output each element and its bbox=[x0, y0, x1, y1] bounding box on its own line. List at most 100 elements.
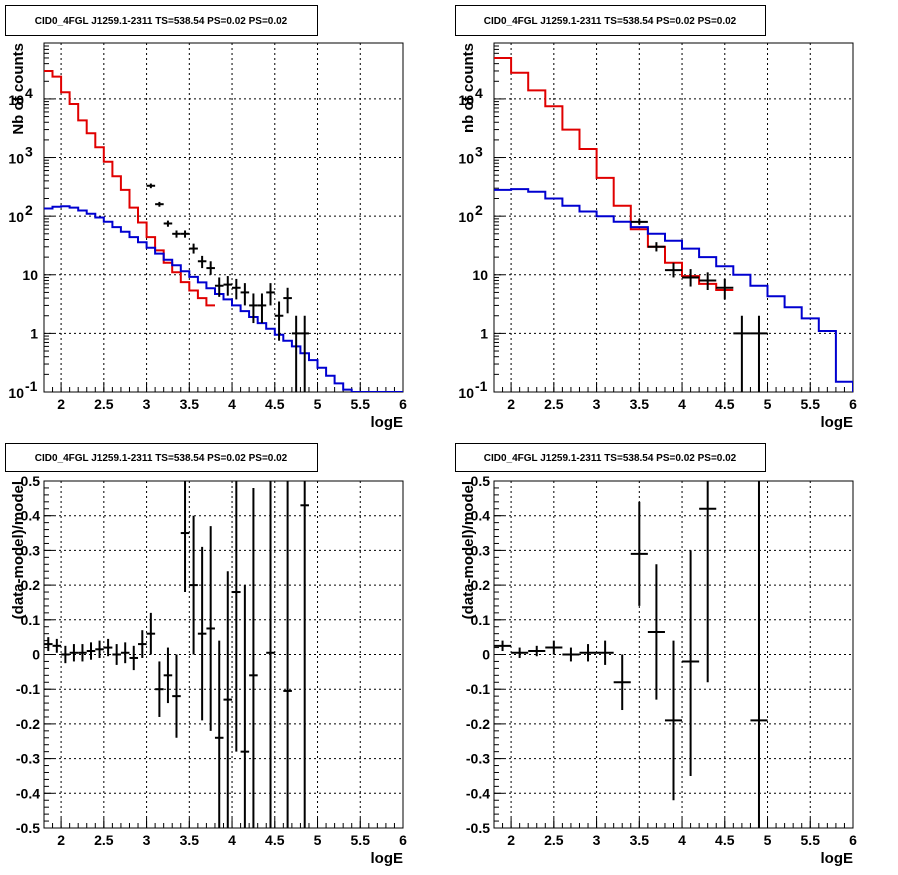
data-point bbox=[180, 481, 190, 593]
data-point bbox=[291, 315, 301, 392]
y-tick-label: 10 bbox=[458, 151, 474, 167]
y-tick-exponent: 4 bbox=[25, 85, 33, 101]
data-point bbox=[699, 481, 717, 683]
x-tick-label: 6 bbox=[849, 832, 857, 848]
y-tick-label: 0.1 bbox=[471, 612, 491, 628]
data-point bbox=[214, 640, 224, 828]
plot-frame bbox=[493, 42, 854, 393]
data-point bbox=[257, 293, 267, 324]
plot-frame bbox=[43, 480, 404, 829]
data-point bbox=[664, 262, 683, 278]
data-point bbox=[579, 644, 597, 662]
x-tick-label: 3 bbox=[143, 832, 151, 848]
y-tick-label: -0.1 bbox=[466, 681, 490, 697]
x-axis-title: logE bbox=[821, 850, 854, 867]
y-tick-label: 0.1 bbox=[21, 612, 41, 628]
data-point bbox=[682, 269, 700, 287]
x-tick-label: 4 bbox=[678, 832, 686, 848]
x-tick-label: 5.5 bbox=[351, 832, 371, 848]
y-tick-label: 0 bbox=[32, 647, 40, 663]
x-tick-label: 4 bbox=[228, 396, 236, 412]
y-tick-label: 0.4 bbox=[21, 508, 41, 524]
y-tick-label: 10 bbox=[8, 151, 24, 167]
plot-data bbox=[494, 481, 768, 828]
data-point bbox=[78, 644, 87, 662]
x-tick-label: 4.5 bbox=[265, 832, 285, 848]
data-point bbox=[112, 644, 121, 665]
data-point bbox=[223, 571, 233, 828]
chart-top-right: CID0_4FGL J1259.1-2311 TS=538.54 PS=0.02… bbox=[455, 5, 857, 431]
y-tick-exponent: -1 bbox=[475, 378, 488, 394]
x-tick-label: 2 bbox=[507, 832, 515, 848]
histogram-background-model bbox=[44, 205, 403, 392]
title-box bbox=[455, 5, 766, 36]
data-point bbox=[86, 642, 96, 660]
y-axis-title: (data-model)/model bbox=[460, 481, 477, 619]
y-tick-label: -0.5 bbox=[466, 820, 490, 836]
y-tick-exponent: 4 bbox=[475, 85, 483, 101]
x-axis-title: logE bbox=[371, 850, 404, 867]
data-point bbox=[146, 183, 156, 189]
x-tick-label: 5 bbox=[764, 832, 772, 848]
plot-data bbox=[44, 481, 309, 828]
data-point bbox=[172, 230, 181, 238]
data-point bbox=[682, 550, 700, 776]
y-tick-label: 0.2 bbox=[471, 577, 491, 593]
data-point bbox=[647, 564, 665, 700]
data-point bbox=[750, 481, 768, 828]
x-tick-label: 3 bbox=[593, 832, 601, 848]
title-box bbox=[455, 443, 766, 472]
data-point bbox=[300, 481, 309, 828]
data-point bbox=[283, 481, 292, 828]
data-point bbox=[249, 487, 258, 828]
x-tick-label: 4 bbox=[228, 832, 236, 848]
plot-data bbox=[44, 70, 403, 392]
y-tick-label: 10 bbox=[22, 267, 38, 283]
data-point bbox=[52, 638, 62, 653]
y-tick-label: 0.2 bbox=[21, 577, 41, 593]
data-point bbox=[240, 283, 250, 306]
data-point bbox=[172, 654, 181, 738]
x-axis-title: logE bbox=[371, 414, 404, 431]
y-tick-label: -0.5 bbox=[16, 820, 40, 836]
data-point bbox=[630, 501, 648, 606]
data-point bbox=[163, 220, 173, 227]
y-tick-exponent: 3 bbox=[25, 144, 33, 160]
y-tick-label: 10 bbox=[8, 92, 24, 108]
data-point bbox=[129, 645, 139, 671]
data-point bbox=[146, 612, 156, 655]
x-axis-title: logE bbox=[821, 414, 854, 431]
data-point bbox=[699, 272, 717, 290]
data-point bbox=[249, 293, 258, 324]
data-point bbox=[232, 481, 241, 752]
y-tick-label: 10 bbox=[8, 385, 24, 401]
x-tick-label: 3.5 bbox=[630, 832, 650, 848]
y-tick-exponent: 2 bbox=[25, 202, 33, 218]
data-point bbox=[511, 647, 529, 658]
data-point bbox=[223, 276, 233, 296]
data-point bbox=[240, 585, 250, 828]
chart-bottom-left: CID0_4FGL J1259.1-2311 TS=538.54 PS=0.02… bbox=[5, 443, 407, 867]
y-tick-label: 10 bbox=[458, 209, 474, 225]
data-point bbox=[232, 278, 241, 300]
x-tick-label: 2 bbox=[507, 396, 515, 412]
plot-data bbox=[494, 57, 853, 392]
y-tick-label: -0.3 bbox=[466, 751, 490, 767]
y-tick-label: 0.3 bbox=[21, 542, 41, 558]
x-tick-label: 5 bbox=[314, 396, 322, 412]
x-tick-label: 4.5 bbox=[265, 396, 285, 412]
x-tick-label: 5 bbox=[314, 832, 322, 848]
x-tick-label: 5 bbox=[764, 396, 772, 412]
chart-title: CID0_4FGL J1259.1-2311 TS=538.54 PS=0.02… bbox=[484, 16, 737, 27]
y-tick-label: -0.1 bbox=[16, 681, 40, 697]
data-point bbox=[206, 261, 215, 275]
data-point bbox=[494, 640, 512, 652]
data-point bbox=[716, 278, 734, 300]
data-point bbox=[120, 642, 130, 664]
data-point bbox=[197, 255, 207, 269]
x-tick-label: 2 bbox=[57, 396, 65, 412]
y-tick-label: 0.5 bbox=[21, 473, 41, 489]
x-tick-label: 3.5 bbox=[180, 832, 200, 848]
x-tick-label: 4.5 bbox=[715, 832, 735, 848]
